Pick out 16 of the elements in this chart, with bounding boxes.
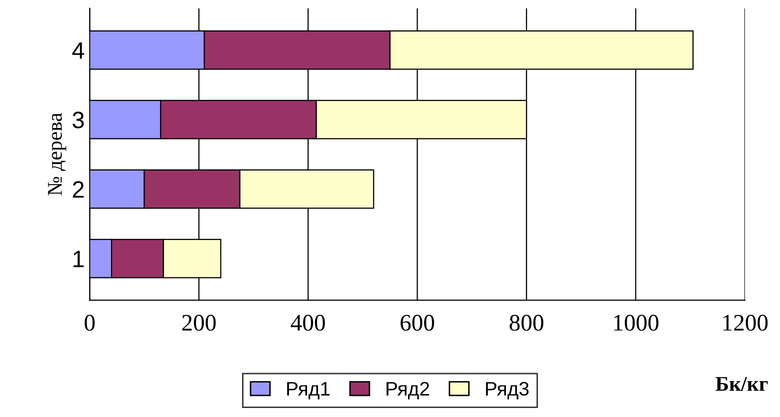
y-tick-label: 3 <box>72 112 84 128</box>
x-tick-label: 200 <box>182 314 216 331</box>
y-axis-title: № дерева <box>48 112 66 196</box>
y-tick-label: 4 <box>72 42 84 59</box>
legend-label: Ряд1 <box>287 382 330 400</box>
x-tick-label: 1200 <box>723 314 768 331</box>
x-tick-label: 1000 <box>614 314 658 331</box>
y-tick-label: 2 <box>72 181 84 198</box>
x-tick-label: 800 <box>510 314 544 331</box>
x-tick-label: 400 <box>290 314 325 331</box>
x-tick-label: 600 <box>400 314 434 331</box>
x-tick-label: 0 <box>84 314 95 331</box>
legend-label: Ряд2 <box>386 382 430 400</box>
x-axis-title: Бк/кг <box>716 377 768 391</box>
y-tick-label: 1 <box>74 250 84 268</box>
legend-label: Ряд3 <box>486 382 529 400</box>
